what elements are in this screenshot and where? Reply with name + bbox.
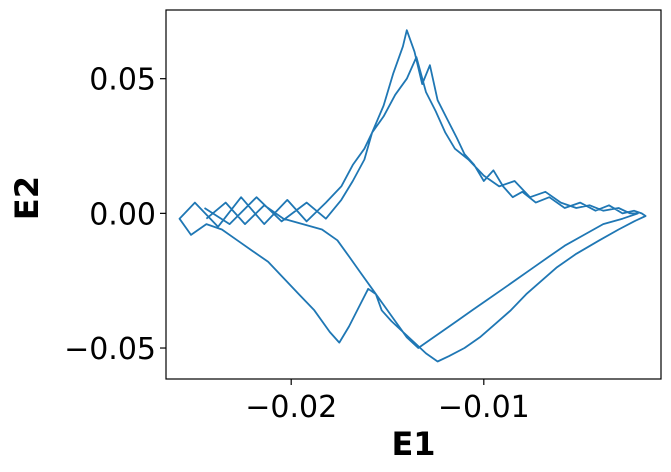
y-axis-ticks: 0.05 0.00 −0.05 bbox=[64, 63, 166, 367]
x-axis-label: E1 bbox=[391, 425, 435, 463]
y-tick-label: 0.00 bbox=[89, 197, 156, 232]
plot-area bbox=[166, 10, 661, 379]
y-tick-label: −0.05 bbox=[64, 332, 156, 367]
series-layer bbox=[178, 29, 647, 363]
series-line-0 bbox=[178, 29, 647, 363]
x-axis-ticks: −0.02 −0.01 bbox=[245, 379, 530, 425]
x-tick-label: −0.02 bbox=[245, 390, 337, 425]
plot-frame bbox=[165, 9, 662, 380]
x-tick-label: −0.01 bbox=[438, 390, 530, 425]
y-tick-label: 0.05 bbox=[89, 63, 156, 98]
y-axis-label: E2 bbox=[8, 176, 46, 220]
